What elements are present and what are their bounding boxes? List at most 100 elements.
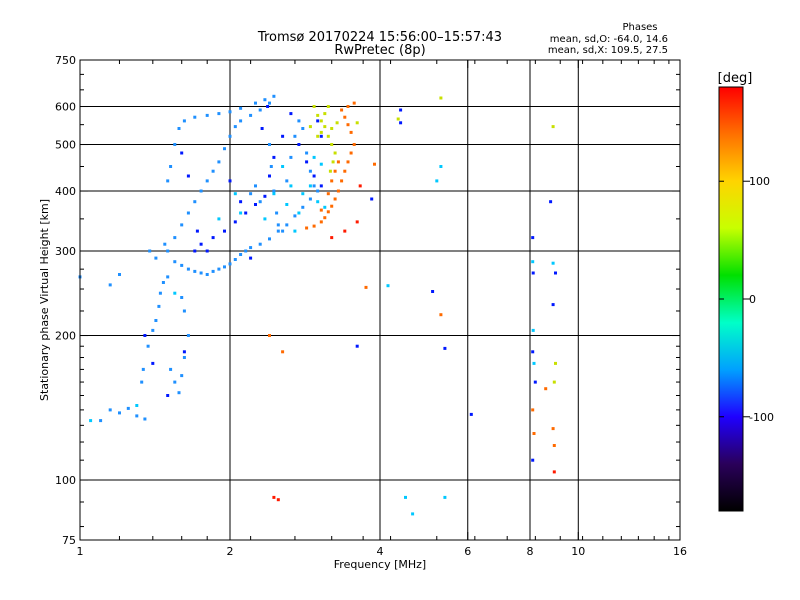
data-point xyxy=(531,236,535,240)
data-point xyxy=(233,192,237,196)
data-point xyxy=(182,119,186,123)
data-point xyxy=(254,203,257,206)
data-point xyxy=(166,275,170,279)
data-point xyxy=(193,269,197,273)
data-point xyxy=(281,134,285,138)
x-tick-label: 1 xyxy=(77,545,84,558)
data-point xyxy=(205,113,209,117)
chart-title: Tromsø 20170224 15:56:00–15:57:43 xyxy=(257,30,502,45)
data-point xyxy=(435,179,439,183)
data-point xyxy=(364,285,368,289)
data-point xyxy=(193,115,197,119)
data-point xyxy=(319,208,323,212)
data-point xyxy=(343,229,347,233)
data-point xyxy=(323,216,327,220)
data-point xyxy=(343,169,347,173)
data-point xyxy=(285,203,289,206)
data-point xyxy=(554,361,557,365)
data-point xyxy=(319,162,323,166)
data-point xyxy=(239,200,243,204)
data-point xyxy=(276,223,280,227)
y-tick-label: 600 xyxy=(55,101,76,114)
data-point xyxy=(268,334,271,337)
data-point xyxy=(358,184,362,188)
data-point xyxy=(186,211,190,215)
data-point xyxy=(151,328,155,332)
data-point xyxy=(531,271,535,275)
data-point xyxy=(552,444,556,447)
data-point xyxy=(140,380,144,384)
data-point xyxy=(272,155,276,159)
colorbar-ticks: 100 0 -100 xyxy=(719,175,774,424)
data-point xyxy=(305,160,309,164)
data-point xyxy=(343,115,347,119)
x-tick-label: 6 xyxy=(464,545,471,558)
y-axis: 75 100 200 300 400 500 600 750 xyxy=(55,54,680,547)
data-point xyxy=(333,197,337,201)
data-point xyxy=(443,495,447,499)
data-point xyxy=(169,165,173,168)
data-point xyxy=(223,265,226,269)
data-point xyxy=(186,267,190,271)
data-point xyxy=(223,147,226,151)
x-tick-label: 10 xyxy=(571,545,585,558)
data-point xyxy=(297,143,301,146)
data-point xyxy=(316,119,320,123)
data-point xyxy=(244,211,248,215)
data-point xyxy=(319,134,323,138)
data-point xyxy=(439,165,443,168)
data-point xyxy=(399,121,403,125)
data-point xyxy=(289,112,293,116)
data-point xyxy=(166,179,170,183)
data-point xyxy=(308,184,312,188)
data-point xyxy=(180,296,184,299)
data-point xyxy=(143,334,147,337)
data-point xyxy=(268,237,271,241)
data-point xyxy=(89,419,93,423)
data-point xyxy=(399,108,403,112)
data-point xyxy=(330,143,334,146)
data-point xyxy=(182,309,186,313)
x-tick-label: 16 xyxy=(673,545,687,558)
data-point xyxy=(276,229,280,233)
data-point xyxy=(326,134,330,138)
data-point xyxy=(431,290,435,293)
data-point xyxy=(335,121,339,125)
data-point xyxy=(211,269,215,273)
data-point xyxy=(293,214,297,218)
data-point xyxy=(195,229,199,233)
data-point xyxy=(551,427,555,431)
data-point xyxy=(173,236,177,240)
data-point xyxy=(269,165,273,168)
data-point xyxy=(260,127,264,130)
data-point xyxy=(340,179,344,183)
x-axis: 1 2 4 6 8 10 16 xyxy=(77,60,687,558)
data-point xyxy=(531,328,535,332)
data-point xyxy=(533,380,537,384)
data-point xyxy=(316,189,320,193)
colorbar-tick-label: 100 xyxy=(749,175,770,188)
data-point xyxy=(316,200,320,204)
data-point xyxy=(233,125,237,129)
colorbar-label: [deg] xyxy=(718,71,753,86)
data-point xyxy=(316,113,320,117)
data-point xyxy=(551,261,555,265)
data-point xyxy=(316,134,320,138)
data-point xyxy=(551,125,555,129)
data-point xyxy=(443,346,447,350)
data-point xyxy=(268,143,271,146)
data-point xyxy=(249,246,253,250)
data-point xyxy=(469,412,473,416)
data-point xyxy=(217,160,221,164)
colorbar-tick-label: -100 xyxy=(749,411,774,424)
data-point xyxy=(289,155,293,159)
data-point xyxy=(336,189,340,193)
data-point xyxy=(254,184,257,188)
data-point xyxy=(346,105,350,108)
data-point xyxy=(118,411,121,415)
data-point xyxy=(258,108,262,112)
data-point xyxy=(312,155,316,159)
data-point xyxy=(330,127,334,130)
data-point xyxy=(439,96,443,100)
